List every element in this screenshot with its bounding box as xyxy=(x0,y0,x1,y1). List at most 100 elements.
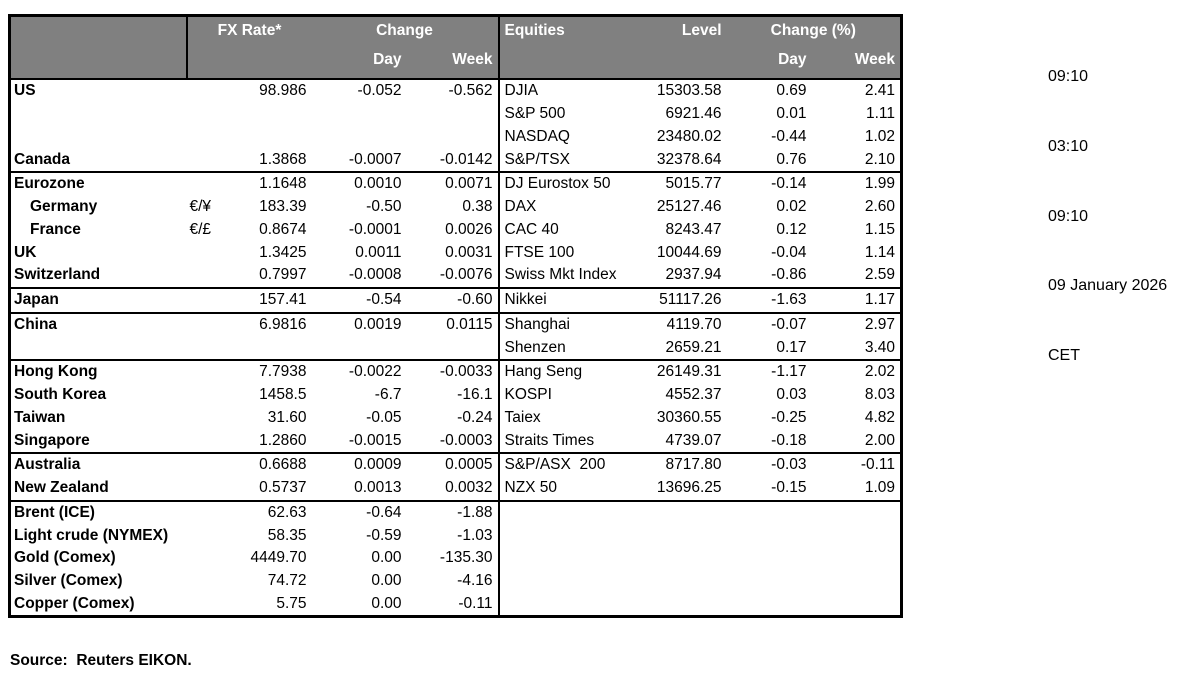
eq-level-cell: 2937.94 xyxy=(641,264,727,289)
fx-day-cell: 0.00 xyxy=(311,569,407,593)
table-row: Copper (Comex) 5.75 0.00 -0.11 xyxy=(9,592,902,618)
eq-week-cell: 1.11 xyxy=(811,102,902,126)
fx-day-cell: -0.0015 xyxy=(311,429,407,454)
eq-week-cell: 2.60 xyxy=(811,195,902,219)
fx-country-cell: Eurozone xyxy=(9,172,187,196)
fx-week-cell: -135.30 xyxy=(406,547,500,570)
fx-rate-cell: 1.3425 xyxy=(226,241,312,264)
fx-pair-cell: €/£ xyxy=(186,218,227,242)
fx-rate-cell: 62.63 xyxy=(226,500,312,525)
fx-rate-cell: 1.3868 xyxy=(226,148,312,173)
fx-week-cell: 0.0026 xyxy=(406,218,500,242)
eq-change-pct-header: Change (%) xyxy=(726,15,902,49)
eq-day-cell xyxy=(726,592,812,618)
fx-week-cell: -0.0003 xyxy=(406,429,500,454)
eq-week-cell: 2.97 xyxy=(811,312,902,337)
eq-week-cell xyxy=(811,569,902,593)
eq-week-cell: 2.00 xyxy=(811,429,902,454)
eq-name-cell: S&P/TSX xyxy=(498,148,642,173)
fx-rate-cell: 0.8674 xyxy=(226,218,312,242)
fx-day-cell: -0.0022 xyxy=(311,360,407,384)
fx-rate-cell: 1.2860 xyxy=(226,429,312,454)
eq-name-cell: NASDAQ xyxy=(498,125,642,149)
table-row: Light crude (NYMEX) 58.35 -0.59 -1.03 xyxy=(9,524,902,547)
table-row: Hong Kong 7.7938 -0.0022 -0.0033 Hang Seng 26… xyxy=(9,360,902,384)
fx-rate-cell: 6.9816 xyxy=(226,312,312,337)
eq-day-cell: -0.07 xyxy=(726,312,812,337)
fx-week-cell: -16.1 xyxy=(406,383,500,407)
fx-pair-cell: €/¥ xyxy=(186,195,227,219)
fx-country-cell: Australia xyxy=(9,453,187,477)
eq-name-cell xyxy=(498,592,642,618)
fx-country-cell xyxy=(9,336,187,361)
table-row: Canada 1.3868 -0.0007 -0.0142 S&P/TSX 32378.6… xyxy=(9,148,902,173)
fx-week-cell: -0.24 xyxy=(406,406,500,430)
fx-pair-cell xyxy=(186,453,227,477)
eq-name-cell: Swiss Mkt Index xyxy=(498,264,642,289)
eq-day-cell: -0.18 xyxy=(726,429,812,454)
eq-level-cell: 8243.47 xyxy=(641,218,727,242)
eq-level-cell xyxy=(641,500,727,525)
fx-rate-cell xyxy=(226,125,312,149)
fx-week-cell xyxy=(406,125,500,149)
eq-week-cell: 1.14 xyxy=(811,241,902,264)
eq-level-cell: 13696.25 xyxy=(641,476,727,502)
fx-pair-cell xyxy=(186,79,227,103)
eq-level-cell: 25127.46 xyxy=(641,195,727,219)
fx-pair-cell xyxy=(186,125,227,149)
eq-day-cell: -0.44 xyxy=(726,125,812,149)
fx-rate-cell: 98.986 xyxy=(226,79,312,103)
fx-day-cell: -6.7 xyxy=(311,383,407,407)
timestamp-line: 09:10 xyxy=(1048,207,1089,225)
eq-name-cell: S&P/ASX 200 xyxy=(498,453,642,477)
eq-level-cell xyxy=(641,569,727,593)
table-row: France €/£ 0.8674 -0.0001 0.0026 CAC 40 8243.4… xyxy=(9,218,902,242)
fx-week-cell: 0.0071 xyxy=(406,172,500,196)
fx-rate-cell: 1458.5 xyxy=(226,383,312,407)
fx-pair-cell xyxy=(186,148,227,173)
fx-day-cell: -0.0008 xyxy=(311,264,407,289)
eq-week-cell xyxy=(811,500,902,525)
fx-rate-cell: 31.60 xyxy=(226,406,312,430)
fx-country-cell: China xyxy=(9,312,187,337)
fx-country-cell xyxy=(9,102,187,126)
level-header: Level xyxy=(641,15,727,80)
table-row: Silver (Comex) 74.72 0.00 -4.16 xyxy=(9,569,902,593)
fx-day-cell xyxy=(311,125,407,149)
fx-country-cell: Light crude (NYMEX) xyxy=(9,524,187,547)
fx-week-cell: 0.38 xyxy=(406,195,500,219)
fx-day-cell: 0.00 xyxy=(311,592,407,618)
fx-rate-cell: 0.7997 xyxy=(226,264,312,289)
fx-day-cell xyxy=(311,336,407,361)
eq-name-cell xyxy=(498,524,642,547)
table-row: Eurozone 1.1648 0.0010 0.0071 DJ Eurostox 50… xyxy=(9,172,902,196)
eq-name-cell: NZX 50 xyxy=(498,476,642,502)
fx-day-cell: 0.0019 xyxy=(311,312,407,337)
eq-name-cell: Nikkei xyxy=(498,287,642,314)
fx-week-cell: 0.0115 xyxy=(406,312,500,337)
fx-rate-cell: 183.39 xyxy=(226,195,312,219)
fx-pair-cell xyxy=(186,524,227,547)
fx-country-cell: Japan xyxy=(9,287,187,314)
fx-pair-cell xyxy=(186,429,227,454)
eq-day-cell: 0.76 xyxy=(726,148,812,173)
table-row: Gold (Comex) 4449.70 0.00 -135.30 xyxy=(9,547,902,570)
eq-day-cell: 0.17 xyxy=(726,336,812,361)
table-row: Switzerland 0.7997 -0.0008 -0.0076 Swiss Mkt… xyxy=(9,264,902,289)
eq-level-cell: 2659.21 xyxy=(641,336,727,361)
fx-country-cell: Taiwan xyxy=(9,406,187,430)
fx-pair-cell xyxy=(186,500,227,525)
table-body: US 98.986 -0.052 -0.562 DJIA 15303.58 0.69 2.41… xyxy=(9,79,902,618)
eq-day-header: Day xyxy=(726,49,812,80)
eq-day-cell: 0.02 xyxy=(726,195,812,219)
fx-day-cell: 0.0009 xyxy=(311,453,407,477)
table-row: New Zealand 0.5737 0.0013 0.0032 NZX 50 13696… xyxy=(9,476,902,502)
eq-week-cell xyxy=(811,547,902,570)
eq-week-cell: 1.02 xyxy=(811,125,902,149)
table-row: UK 1.3425 0.0011 0.0031 FTSE 100 10044.69 -0.0… xyxy=(9,241,902,264)
equities-header: Equities xyxy=(498,15,642,80)
fx-pair-cell xyxy=(186,312,227,337)
fx-week-cell: -0.0142 xyxy=(406,148,500,173)
eq-week-cell: 2.10 xyxy=(811,148,902,173)
fx-rate-cell: 1.1648 xyxy=(226,172,312,196)
